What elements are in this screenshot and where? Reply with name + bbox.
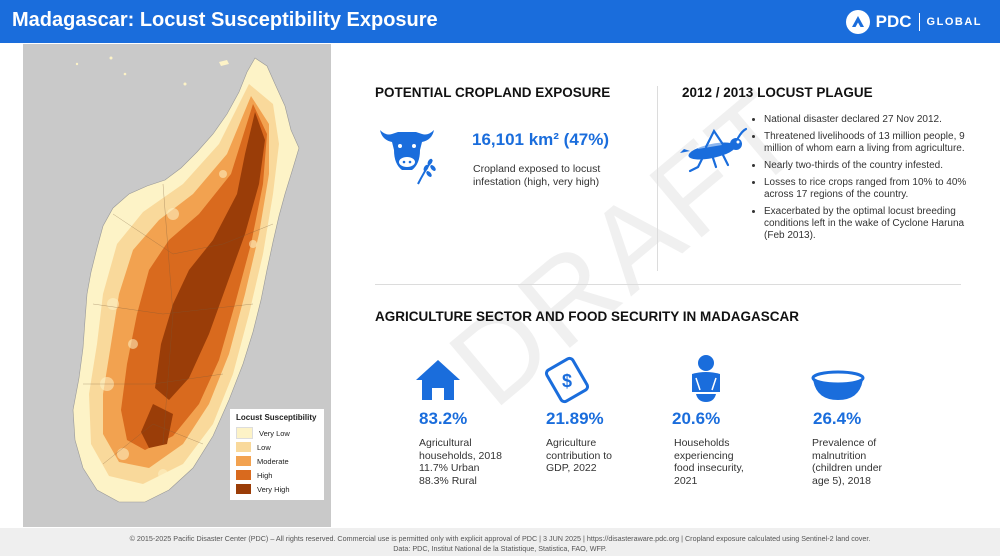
stat-desc-line: 2021 (674, 474, 698, 487)
legend-item-low: Low (236, 440, 318, 454)
stat-desc-line: food insecurity, (674, 462, 744, 474)
footer-copyright: © 2015-2025 Pacific Disaster Center (PDC… (129, 534, 871, 543)
brand-separator (918, 13, 920, 31)
stat-desc-food-insecurity: Households experiencing food insecurity,… (674, 437, 784, 487)
header-bar: Madagascar: Locust Susceptibility Exposu… (0, 0, 1000, 43)
stat-desc-line: Agriculture (546, 437, 597, 449)
plague-section-title: 2012 / 2013 LOCUST PLAGUE (682, 85, 873, 100)
cropland-desc-line: infestation (high, very high) (473, 175, 600, 188)
cropland-description: Cropland exposed to locust infestation (… (473, 163, 643, 188)
stat-desc-line: households, 2018 (419, 449, 502, 462)
stat-desc-line: experiencing (674, 449, 734, 462)
stat-desc-line: (children under (812, 462, 883, 474)
section-divider (657, 86, 658, 271)
cropland-value: 16,101 km² (47%) (472, 130, 610, 149)
legend-label: Low (257, 442, 271, 452)
plague-bullets: National disaster declared 27 Nov 2012. … (752, 114, 976, 247)
stat-desc-line: Prevalence of (812, 437, 877, 449)
cropland-desc-line: Cropland exposed to locust (473, 163, 601, 175)
stat-desc-line: malnutrition (812, 449, 867, 462)
legend-label: Very Low (259, 428, 290, 438)
legend-label: High (257, 470, 273, 480)
stat-value-gdp: 21.89% (546, 409, 604, 428)
list-item: Threatened livelihoods of 13 million peo… (764, 131, 976, 155)
list-item: Exacerbated by the optimal locust breedi… (764, 206, 976, 242)
brand-sub: GLOBAL (926, 16, 982, 28)
brand-name: PDC (875, 12, 912, 31)
stat-value-households: 83.2% (419, 409, 468, 428)
brand[interactable]: PDC GLOBAL (845, 7, 982, 37)
legend-item-moderate: Moderate (236, 454, 318, 468)
hungry-person-icon (692, 355, 720, 402)
list-item: Nearly two-thirds of the country infeste… (764, 160, 976, 172)
stat-desc-line: Households (674, 437, 730, 449)
stat-desc-line: Agricultural (419, 437, 472, 449)
legend-swatch (236, 484, 251, 494)
legend-title: Locust Susceptibility (236, 413, 317, 422)
legend-swatch (236, 470, 251, 480)
stat-desc-gdp: Agriculture contribution to GDP, 2022 (546, 437, 656, 475)
cropland-section-title: POTENTIAL CROPLAND EXPOSURE (375, 85, 611, 100)
stat-desc-line: contribution to (546, 449, 612, 462)
stat-desc-malnutrition: Prevalence of malnutrition (children und… (812, 437, 922, 487)
pdc-logo-icon (845, 10, 870, 34)
map-panel[interactable]: Locust Susceptibility Very Low Low Moder… (23, 44, 331, 527)
legend-swatch (236, 456, 251, 466)
legend-label: Very High (257, 484, 290, 494)
stat-desc-line: GDP, 2022 (546, 462, 597, 474)
legend-item-very-high: Very High (236, 482, 318, 496)
legend-swatch (236, 427, 253, 439)
legend-item-very-low: Very Low (236, 426, 318, 440)
stat-desc-line: age 5), 2018 (812, 474, 871, 487)
cow-wheat-icon (380, 130, 436, 185)
svg-text:$: $ (562, 371, 572, 391)
map-legend: Locust Susceptibility Very Low Low Moder… (230, 409, 324, 500)
madagascar-map (72, 56, 300, 503)
list-item: National disaster declared 27 Nov 2012. (764, 114, 976, 126)
legend-swatch (236, 442, 251, 452)
stat-value-malnutrition: 26.4% (813, 409, 862, 428)
section-divider (375, 284, 961, 285)
stat-desc-line: 88.3% Rural (419, 474, 477, 487)
money-icon: $ (544, 356, 590, 404)
stat-desc-line: 11.7% Urban (419, 462, 480, 474)
legend-label: Moderate (257, 456, 289, 466)
list-item: Losses to rice crops ranged from 10% to … (764, 177, 976, 201)
agri-section-title: AGRICULTURE SECTOR AND FOOD SECURITY IN … (375, 309, 800, 324)
house-icon (416, 360, 460, 400)
legend-item-high: High (236, 468, 318, 482)
locust-icon (680, 127, 748, 173)
stat-desc-households: Agricultural households, 2018 11.7% Urba… (419, 437, 529, 487)
bowl-icon (811, 370, 865, 400)
page-title: Madagascar: Locust Susceptibility Exposu… (12, 9, 438, 31)
stat-value-food-insecurity: 20.6% (672, 409, 721, 428)
footer-sources: Data: PDC, Institut National de la Stati… (393, 544, 607, 553)
footer: © 2015-2025 Pacific Disaster Center (PDC… (0, 528, 1000, 556)
